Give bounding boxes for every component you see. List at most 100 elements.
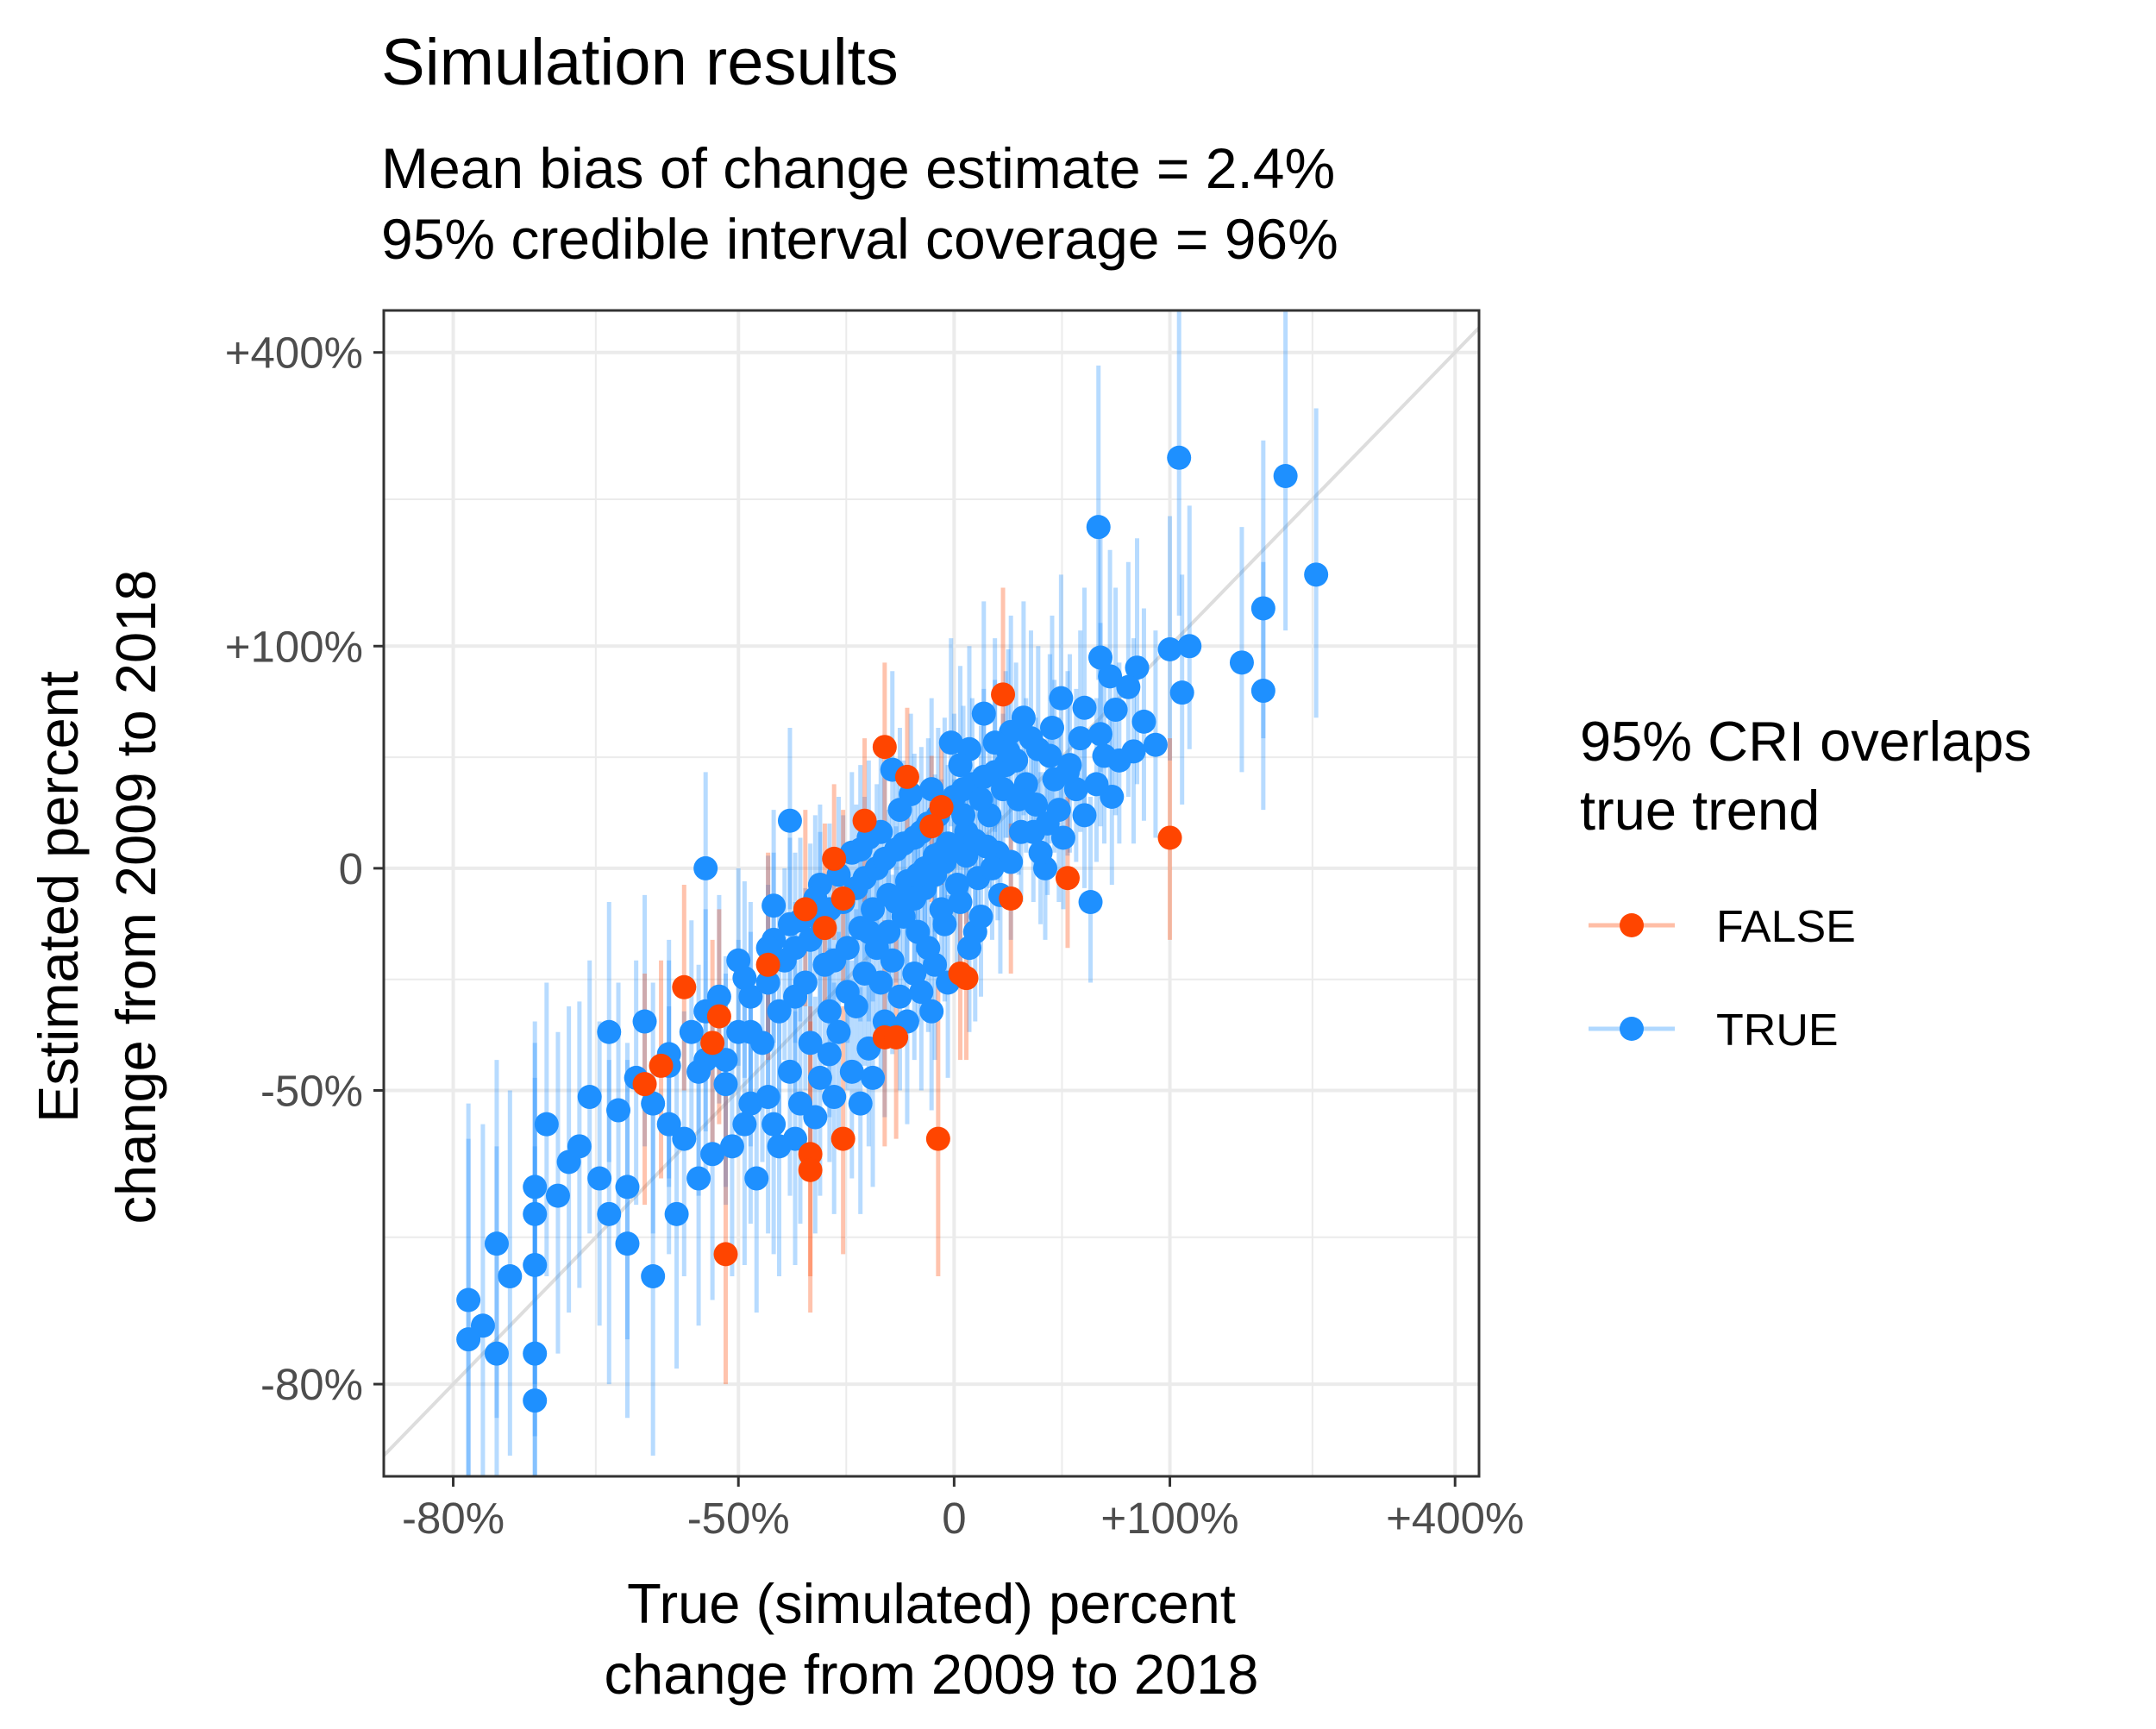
data-point-false xyxy=(649,1053,674,1078)
data-point-true xyxy=(1304,562,1329,587)
data-point-false xyxy=(884,1024,909,1049)
data-point-true xyxy=(919,777,944,802)
data-point-true xyxy=(1088,645,1113,670)
data-point-true xyxy=(1050,825,1075,850)
data-point-true xyxy=(777,911,802,937)
data-point-true xyxy=(1157,636,1182,661)
data-point-true xyxy=(744,1166,769,1191)
data-point-true xyxy=(1025,736,1050,761)
data-point-true xyxy=(498,1264,523,1289)
data-point-true xyxy=(534,1112,559,1137)
data-point-true xyxy=(996,739,1021,764)
data-point-true xyxy=(484,1231,509,1256)
data-point-true xyxy=(1092,743,1117,768)
data-point-true xyxy=(798,1031,823,1056)
data-point-true xyxy=(968,904,993,929)
data-point-true xyxy=(755,970,780,995)
data-point-true xyxy=(1084,772,1109,797)
data-point-true xyxy=(817,1042,842,1067)
data-point-true xyxy=(767,1134,792,1159)
data-point-true xyxy=(906,919,931,944)
data-point-false xyxy=(706,1004,731,1029)
data-point-true xyxy=(1021,819,1046,844)
plot-border xyxy=(382,309,1481,1478)
data-point-true xyxy=(852,961,877,986)
y-tick-label: +100% xyxy=(225,622,363,671)
data-point-true xyxy=(956,936,981,961)
data-point-false xyxy=(672,974,697,999)
data-point-true xyxy=(641,1264,666,1289)
data-point-true xyxy=(1169,680,1194,705)
data-point-true xyxy=(732,966,757,991)
x-tick-label: +400% xyxy=(1386,1494,1524,1543)
data-point-true xyxy=(1028,840,1053,865)
data-point-true xyxy=(839,1059,864,1084)
data-point-false xyxy=(755,952,780,977)
data-point-true xyxy=(606,1098,631,1123)
data-point-true xyxy=(848,1091,873,1116)
data-point-true xyxy=(587,1166,612,1191)
data-point-false xyxy=(991,682,1016,707)
y-tick-label: 0 xyxy=(339,844,363,893)
data-point-true xyxy=(686,1166,711,1191)
data-point-true xyxy=(1011,705,1036,730)
data-point-true xyxy=(906,862,931,887)
plot-panel: -80% -50% 0 +100% +400% -80% -50% 0 +100% +400% xyxy=(225,309,1524,1543)
data-point-true xyxy=(641,1091,666,1116)
data-point-false xyxy=(700,1031,725,1056)
data-point-true xyxy=(951,803,976,828)
data-point-true xyxy=(484,1341,509,1366)
y-tick-label: -80% xyxy=(260,1360,363,1409)
legend: 95% CRI overlaps true trend FALSE TRUE xyxy=(1580,710,2032,1056)
data-point-false xyxy=(894,764,919,789)
y-axis-title-line-1: Estimated percent xyxy=(27,671,90,1123)
data-point-true xyxy=(719,1134,744,1159)
data-point-true xyxy=(1116,674,1141,699)
data-point-true xyxy=(1103,698,1128,723)
data-point-false xyxy=(713,1242,738,1267)
data-point-false xyxy=(929,795,954,820)
data-point-true xyxy=(761,893,787,918)
data-point-true xyxy=(738,984,763,1009)
data-point-true xyxy=(713,1048,738,1073)
data-point-false xyxy=(948,961,973,986)
data-point-true xyxy=(1068,726,1093,751)
data-point-true xyxy=(861,897,886,922)
data-point-true xyxy=(848,837,873,862)
data-point-true xyxy=(1098,664,1123,689)
y-axis-title-line-2: change from 2009 to 2018 xyxy=(104,570,167,1225)
data-point-true xyxy=(929,897,954,922)
data-point-true xyxy=(777,1059,802,1084)
data-point-true xyxy=(783,984,808,1009)
data-point-true xyxy=(975,834,1000,859)
data-point-true xyxy=(664,1201,689,1226)
data-point-true xyxy=(1250,679,1275,704)
data-point-true xyxy=(523,1388,548,1413)
data-point-true xyxy=(948,753,973,778)
data-point-true xyxy=(1125,655,1150,680)
legend-key-dot-false xyxy=(1620,913,1644,937)
data-point-true xyxy=(615,1175,640,1200)
x-axis-title-line-2: change from 2009 to 2018 xyxy=(605,1643,1259,1706)
data-point-true xyxy=(545,1183,570,1208)
data-point-false xyxy=(872,735,897,760)
data-point-true xyxy=(826,1019,851,1044)
data-point-true xyxy=(656,1112,681,1137)
data-point-false xyxy=(830,1126,856,1151)
data-point-true xyxy=(706,984,731,1009)
data-point-true xyxy=(1049,686,1074,711)
data-point-true xyxy=(738,1019,763,1044)
legend-label-false: FALSE xyxy=(1716,902,1856,952)
data-point-true xyxy=(615,1231,640,1256)
points xyxy=(456,445,1329,1413)
data-point-true xyxy=(968,786,993,811)
data-point-true xyxy=(713,1072,738,1097)
data-point-true xyxy=(887,984,912,1009)
data-point-true xyxy=(686,1059,711,1084)
data-point-true xyxy=(999,849,1024,874)
data-point-true xyxy=(700,1142,725,1167)
data-point-true xyxy=(456,1287,481,1312)
data-point-true xyxy=(523,1252,548,1277)
data-point-false xyxy=(830,886,856,911)
